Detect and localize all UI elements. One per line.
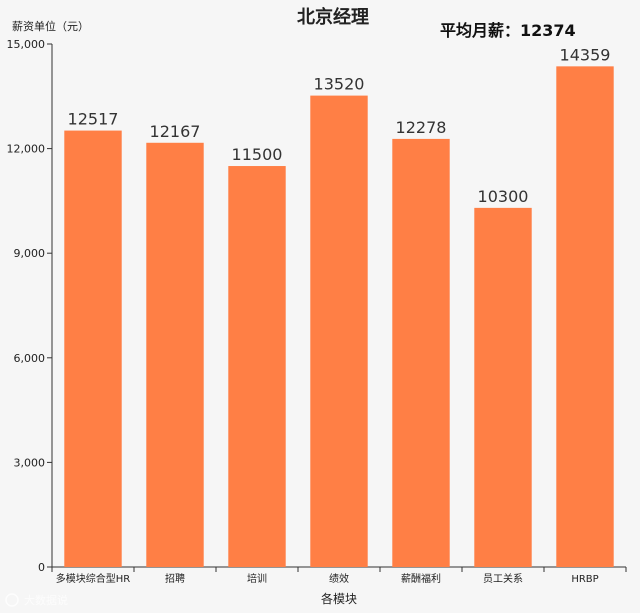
x-tick-label: 多模块综合型HR [56, 572, 131, 585]
y-tick-label: 12,000 [7, 143, 46, 156]
x-tick-label: 薪酬福利 [401, 572, 441, 585]
bar-value-label: 14359 [560, 45, 611, 64]
x-tick-label: HRBP [571, 574, 598, 585]
y-tick-label: 3,000 [14, 456, 46, 469]
y-tick-label: 6,000 [14, 352, 46, 365]
watermark-logo-icon [5, 593, 19, 607]
bar [64, 130, 122, 568]
watermark-text: 大数据说 [24, 593, 68, 607]
y-tick-label: 0 [38, 561, 45, 574]
bar-value-label: 13520 [314, 75, 365, 94]
x-tick-label: 招聘 [165, 572, 185, 585]
bar [310, 95, 368, 568]
bar [556, 66, 614, 567]
bar-value-label: 11500 [232, 145, 283, 164]
x-tick-label: 绩效 [329, 572, 349, 585]
bars-group: 12517 12167 11500 13520 12278 10300 14359 [64, 45, 614, 568]
y-tick-label: 9,000 [14, 247, 46, 260]
x-tick-label: 员工关系 [483, 572, 523, 585]
bar [392, 138, 450, 567]
x-axis-ticks: 多模块综合型HR 招聘 培训 绩效 薪酬福利 员工关系 HRBP [51, 567, 627, 585]
bar-value-label: 12167 [150, 122, 201, 141]
bar [146, 142, 204, 567]
bar [474, 207, 532, 567]
average-salary-label: 平均月薪：12374 [440, 21, 576, 40]
y-axis-ticks: 0 3,000 6,000 9,000 12,000 15,000 [7, 38, 52, 574]
bar-value-label: 10300 [478, 187, 529, 206]
y-axis-label: 薪资单位（元） [12, 19, 89, 33]
watermark: 大数据说 [5, 593, 68, 607]
x-tick-label: 培训 [247, 572, 267, 585]
bar-value-label: 12278 [396, 118, 447, 137]
chart-title: 北京经理 [297, 6, 369, 28]
bar-value-label: 12517 [68, 110, 119, 129]
y-tick-label: 15,000 [7, 38, 46, 51]
x-axis-label: 各模块 [321, 591, 357, 606]
bar [228, 166, 286, 568]
